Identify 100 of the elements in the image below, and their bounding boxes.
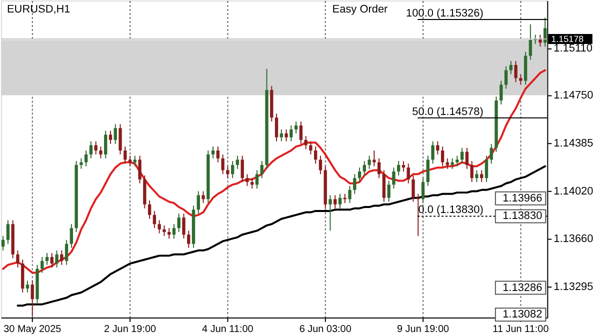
candlestick <box>456 155 459 167</box>
candlestick <box>202 190 205 204</box>
ref-line-label: 0.0 (1.13830) <box>418 204 484 216</box>
ref-line-label: 1.13286 <box>502 282 542 294</box>
candlestick <box>30 280 34 317</box>
candlestick <box>528 24 532 60</box>
candlestick <box>382 170 386 202</box>
candlestick <box>162 224 166 236</box>
candlestick <box>148 200 152 220</box>
candlestick <box>446 158 450 170</box>
candlestick <box>55 250 58 268</box>
candlestick <box>406 163 410 184</box>
candlestick <box>421 178 425 204</box>
ref-line-label: 50.0 (1.14578) <box>412 106 484 118</box>
candlestick <box>450 158 454 170</box>
candlestick <box>377 158 381 179</box>
candlestick <box>216 146 220 163</box>
candlestick <box>221 154 224 175</box>
candlestick <box>504 66 508 90</box>
candlestick <box>372 150 376 167</box>
candlestick <box>99 146 102 159</box>
candlestick <box>368 155 371 170</box>
candlestick <box>80 158 83 170</box>
candlestick <box>440 146 444 167</box>
candlestick <box>500 80 503 105</box>
ref-line-label: 1.13966 <box>502 192 542 204</box>
candlestick <box>338 193 342 209</box>
y-tick-label: 1.13295 <box>554 281 594 294</box>
candlestick <box>484 155 488 183</box>
candlestick <box>290 124 293 142</box>
candlestick <box>114 124 117 144</box>
x-tick-label: 9 Jun 19:00 <box>397 324 450 335</box>
candlestick <box>45 252 49 266</box>
candlestick <box>255 170 259 190</box>
y-tick-label: 1.14750 <box>554 90 594 102</box>
candlestick <box>284 128 288 142</box>
x-tick-label: 30 May 2025 <box>4 324 62 335</box>
candlestick <box>426 155 430 186</box>
y-tick-label: 1.13660 <box>554 233 594 246</box>
candlestick <box>470 160 474 183</box>
candlestick <box>84 150 88 167</box>
candlestick <box>246 174 249 186</box>
candlestick <box>108 130 112 144</box>
candlestick <box>314 146 318 164</box>
candlestick <box>299 121 303 144</box>
candlestick <box>70 224 74 248</box>
candlestick <box>318 155 322 175</box>
ref-line-label: 1.15178 <box>551 34 584 44</box>
candlestick <box>60 250 64 266</box>
candlestick <box>431 140 434 164</box>
candlestick <box>172 224 176 240</box>
candlestick <box>50 252 54 268</box>
candlestick <box>397 160 400 176</box>
candlestick <box>104 130 108 159</box>
candlestick <box>280 128 283 142</box>
x-tick-label: 4 Jun 11:00 <box>202 324 254 335</box>
candlestick <box>158 220 161 234</box>
ref-line-label: 1.13082 <box>502 308 542 321</box>
x-tick-label: 2 Jun 19:00 <box>104 324 156 335</box>
ref-line-label: 100.0 (1.15326) <box>406 8 484 20</box>
candlestick <box>402 160 406 172</box>
candlestick <box>250 178 254 190</box>
chart-title: EURUSD,H1 <box>6 4 70 16</box>
candlestick <box>16 250 20 268</box>
candlestick <box>294 121 298 134</box>
candlestick <box>138 155 142 184</box>
ref-line-label: 1.13830 <box>502 210 542 222</box>
candlestick <box>353 174 356 194</box>
candlestick <box>309 140 312 155</box>
annotation: Easy Order <box>332 4 388 16</box>
candlestick <box>168 228 171 240</box>
candlestick <box>387 180 390 202</box>
candlestick <box>436 140 440 155</box>
candlestick <box>26 280 30 294</box>
x-tick-label: 11 Jun 11:00 <box>492 324 550 335</box>
candlestick <box>509 60 512 75</box>
x-tick-label: 6 Jun 03:00 <box>299 324 352 335</box>
candlestick <box>328 194 332 232</box>
line-series <box>2 69 546 274</box>
candlestick <box>128 155 132 167</box>
y-tick-label: 1.14020 <box>554 186 594 198</box>
candlestick <box>460 147 464 164</box>
candlestick <box>304 136 308 150</box>
candlestick <box>514 60 518 83</box>
candlestick <box>260 160 264 179</box>
candlestick <box>1 235 5 251</box>
candlestick <box>64 239 68 266</box>
candlestick <box>133 155 136 167</box>
candlestick <box>519 74 522 86</box>
candlestick <box>182 213 186 240</box>
candlestick <box>412 174 415 202</box>
candlestick <box>358 167 362 183</box>
candlestick <box>124 146 127 164</box>
candlestick <box>334 194 337 209</box>
candlestick <box>152 210 156 229</box>
candlestick <box>89 140 93 159</box>
candlestick <box>480 170 484 183</box>
candlestick <box>348 185 352 204</box>
candlestick <box>230 160 234 179</box>
candlestick <box>392 167 396 190</box>
